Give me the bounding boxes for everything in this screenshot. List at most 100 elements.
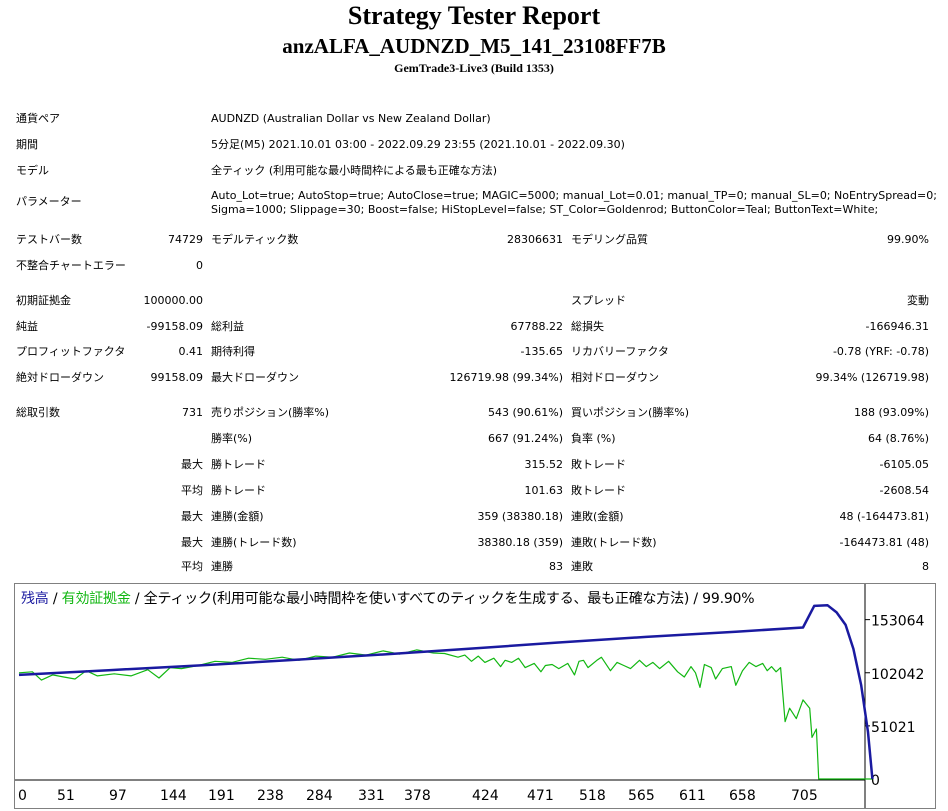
avg-consec-losses-label: 連敗 [571,560,593,573]
model-label: モデル [16,164,49,177]
avg-consec-wins-value: 83 [549,560,563,573]
pair-label: 通貨ペア [16,112,60,125]
avg-loss-value: -2608.54 [879,484,929,497]
period-value: 5分足(M5) 2021.10.01 03:00 - 2022.09.29 23… [211,138,625,151]
max-consec-wins-count-label: 連勝(トレード数) [211,536,297,549]
model-value: 全ティック (利用可能な最小時間枠による最も正確な方法) [211,164,498,177]
bars-label: テストバー数 [16,233,82,246]
profit-factor-value: 0.41 [178,345,204,358]
period-label: 期間 [16,138,38,151]
x-tick-label: 611 [679,788,706,804]
gross-loss-label: 総損失 [571,320,604,333]
pair-value: AUDNZD (Australian Dollar vs New Zealand… [211,112,491,125]
x-tick-label: 331 [358,788,385,804]
gross-profit-value: 67788.22 [510,320,564,333]
max-consec-losses-money-label: 連敗(金額) [571,510,624,523]
max-drawdown-value: 126719.98 (99.34%) [449,371,563,384]
params-label: パラメーター [16,195,82,208]
x-tick-label: 97 [109,788,127,804]
max-consec-wins-money-label: 連勝(金額) [211,510,264,523]
max-drawdown-label: 最大ドローダウン [211,371,299,384]
quality-value: 99.90% [887,233,929,246]
report-title: Strategy Tester Report [347,1,601,30]
x-tick-label: 471 [527,788,554,804]
win-rate-value: 667 (91.24%) [487,432,563,445]
max-label: 最大 [181,458,203,471]
equity-line [18,649,873,780]
params-value-line1: Auto_Lot=true; AutoStop=true; AutoClose=… [211,189,937,202]
profit-factor-label: プロフィットファクタ [16,345,126,358]
largest-win-value: 315.52 [524,458,564,471]
report-server: GemTrade3-Live3 (Build 1353) [394,61,554,75]
win-rate-label: 勝率(%) [211,432,253,445]
avg-win-label: 勝トレード [211,484,266,497]
gross-loss-value: -166946.31 [865,320,929,333]
x-tick-label: 144 [160,788,187,804]
y-tick-label: 153064 [871,614,925,630]
y-tick-label: 51021 [871,720,916,736]
x-tick-label: 284 [306,788,333,804]
legend-model-info: / 全ティック(利用可能な最小時間枠を使いすべてのティックを生成する、最も正確な… [130,591,755,607]
max-label: 最大 [181,536,203,549]
max-consec-losses-count-label: 連敗(トレード数) [571,536,657,549]
max-consec-losses-money-value: 48 (-164473.81) [839,510,929,523]
chart-legend: 残高 / 有効証拠金 / 全ティック(利用可能な最小時間枠を使いすべてのティック… [21,588,755,608]
params-value-line2: Sigma=1000; Slippage=30; Boost=false; Hi… [211,203,879,216]
largest-win-label: 勝トレード [211,458,266,471]
spread-label: スプレッド [571,294,626,307]
rel-drawdown-value: 99.34% (126719.98) [815,371,929,384]
x-tick-label: 51 [57,788,75,804]
legend-balance: 残高 [21,591,49,607]
max-consec-wins-count-value: 38380.18 (359) [477,536,563,549]
max-label: 最大 [181,510,203,523]
short-positions-label: 売りポジション(勝率%) [211,406,330,419]
y-tick-label: 0 [871,773,880,789]
avg-win-value: 101.63 [524,484,564,497]
max-consec-wins-money-value: 359 (38380.18) [477,510,563,523]
loss-rate-value: 64 (8.76%) [867,432,929,445]
avg-loss-label: 敗トレード [571,484,626,497]
rel-drawdown-label: 相対ドローダウン [571,371,659,384]
gross-profit-label: 総利益 [211,320,244,333]
deposit-value: 100000.00 [143,294,204,307]
loss-rate-label: 負率 (%) [571,432,616,445]
chart-plot: 153064 102042 51021 0 0 51 97 144 191 238 284 331 37… [15,584,925,808]
long-positions-label: 買いポジション(勝率%) [571,406,690,419]
x-tick-label: 518 [579,788,606,804]
mismatch-label: 不整合チャートエラー [16,259,126,272]
ticks-label: モデルティック数 [211,233,299,246]
total-trades-label: 総取引数 [16,406,60,419]
ticks-value: 28306631 [507,233,563,246]
abs-drawdown-value: 99158.09 [150,371,204,384]
x-tick-label: 565 [628,788,655,804]
avg-consec-wins-label: 連勝 [211,560,233,573]
x-tick-label: 378 [404,788,431,804]
quality-label: モデリング品質 [571,233,648,246]
deposit-label: 初期証拠金 [16,294,71,307]
avg-label: 平均 [181,484,203,497]
avg-label: 平均 [181,560,203,573]
x-tick-label: 705 [791,788,818,804]
expected-payoff-label: 期待利得 [211,345,255,358]
largest-loss-label: 敗トレード [571,458,626,471]
y-tick-label: 102042 [871,667,924,683]
avg-consec-losses-value: 8 [922,560,929,573]
total-trades-value: 731 [182,406,203,419]
recovery-factor-value: -0.78 (YRF: -0.78) [832,345,929,358]
legend-equity: 有効証拠金 [61,591,131,607]
balance-chart: 残高 / 有効証拠金 / 全ティック(利用可能な最小時間枠を使いすべてのティック… [14,583,936,809]
x-tick-label: 238 [257,788,284,804]
x-tick-label: 658 [729,788,756,804]
mismatch-value: 0 [196,259,203,272]
largest-loss-value: -6105.05 [879,458,929,471]
long-positions-value: 188 (93.09%) [853,406,929,419]
x-tick-label: 0 [18,788,27,804]
spread-value: 変動 [907,294,929,307]
net-profit-value: -99158.09 [146,320,203,333]
expected-payoff-value: -135.65 [520,345,563,358]
recovery-factor-label: リカバリーファクタ [571,345,669,358]
short-positions-value: 543 (90.61%) [487,406,563,419]
balance-line [18,604,874,780]
legend-separator: / [48,591,62,607]
max-consec-losses-count-value: -164473.81 (48) [839,536,929,549]
